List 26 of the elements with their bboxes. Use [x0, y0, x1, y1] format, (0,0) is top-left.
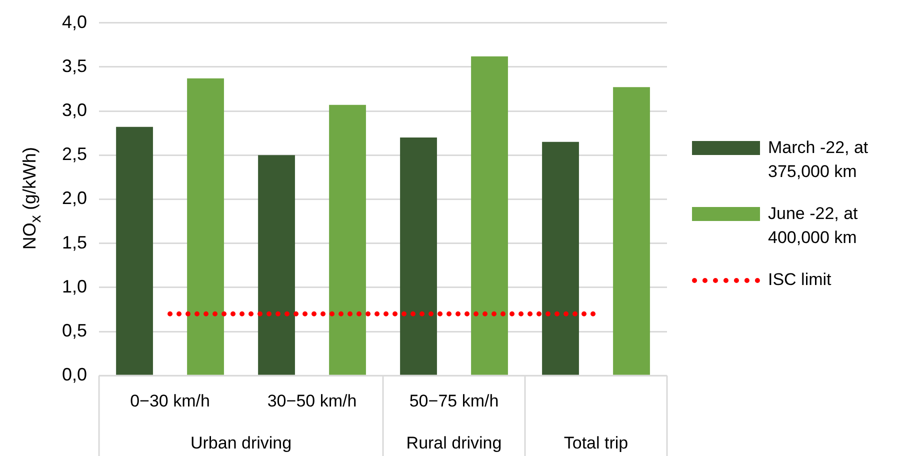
- x-tick-label: 50−75 km/h: [409, 391, 499, 410]
- y-tick-label: 1,0: [62, 276, 88, 296]
- legend-label: June -22, at 400,000 km: [768, 203, 859, 249]
- legend-label: March -22, at 375,000 km: [768, 137, 870, 183]
- bar: [542, 142, 579, 375]
- y-tick-label: 0,0: [62, 364, 88, 385]
- bar: [258, 155, 295, 375]
- y-tick-label: 3,5: [62, 56, 88, 76]
- text: Total trip: [564, 434, 628, 453]
- x-tick-label: 0−30 km/h: [130, 391, 210, 410]
- bar: [116, 126, 153, 375]
- bar: [329, 104, 366, 375]
- y-tick-label: 0,5: [62, 320, 88, 340]
- x-tick-label: 30−50 km/h: [267, 391, 357, 410]
- y-tick-label: 1,5: [62, 232, 88, 252]
- bar: [187, 78, 224, 375]
- bar: [471, 56, 508, 375]
- text: Urban driving: [190, 434, 292, 453]
- y-tick-label: 3,0: [62, 100, 88, 120]
- legend-label: ISC limit: [768, 269, 832, 291]
- y-tick-label: 4,0: [62, 12, 88, 32]
- bar: [400, 137, 437, 375]
- text: Rural driving: [406, 434, 502, 453]
- bar: [613, 87, 650, 375]
- y-tick-label: 2,0: [62, 188, 88, 208]
- y-tick-label: 2,5: [62, 144, 88, 164]
